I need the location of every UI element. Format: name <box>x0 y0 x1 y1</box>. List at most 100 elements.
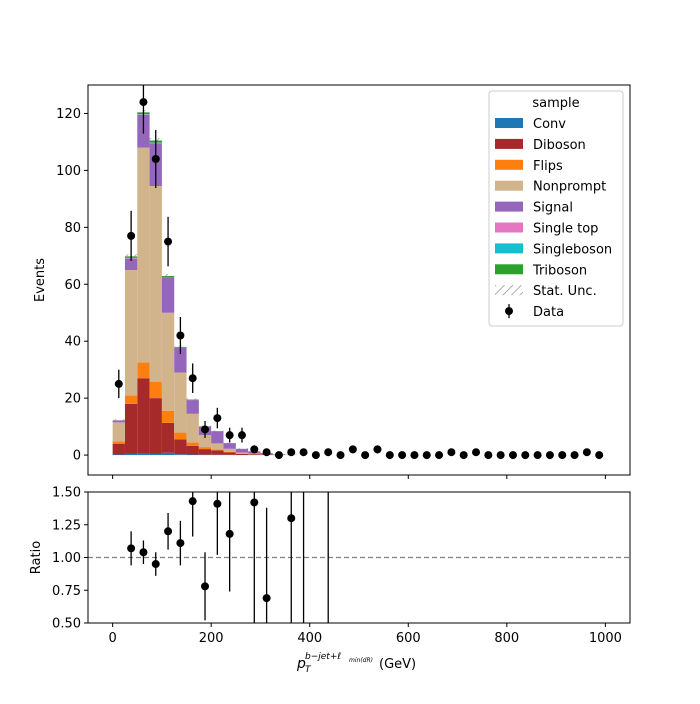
x-axis-label-superscript: b−jet+ℓ <box>305 652 341 662</box>
bar-signal <box>162 278 174 313</box>
bar-nonprompt <box>125 270 137 395</box>
ratio-point <box>287 514 295 522</box>
bar-conv <box>113 455 125 456</box>
data-point <box>127 232 135 240</box>
legend-swatch-single-top <box>495 223 523 233</box>
ratio-point <box>250 498 258 506</box>
bar-flips <box>174 433 186 440</box>
data-point <box>201 425 209 433</box>
data-point <box>447 448 455 456</box>
bar-flips <box>113 441 125 443</box>
ratio-y-tick-label: 1.50 <box>52 486 81 501</box>
bar-nonprompt <box>236 453 248 454</box>
legend-swatch-conv <box>495 118 523 128</box>
y-axis-label: Events <box>33 258 48 302</box>
legend-label: Nonprompt <box>533 180 606 195</box>
legend-swatch-flips <box>495 160 523 170</box>
y-tick-label: 60 <box>64 278 81 293</box>
data-point <box>263 448 271 456</box>
bar-conv <box>162 453 174 455</box>
data-point <box>250 445 258 453</box>
bar-nonprompt <box>137 148 149 363</box>
bar-signal <box>187 400 199 414</box>
data-point <box>373 445 381 453</box>
data-point <box>472 448 480 456</box>
bar-diboson <box>125 404 137 454</box>
ratio-x-tick-label: 800 <box>494 631 519 646</box>
y-tick-label: 0 <box>73 449 81 464</box>
legend-label: Singleboson <box>533 242 612 257</box>
legend-label: Diboson <box>533 138 586 153</box>
data-point <box>337 451 345 459</box>
legend-title: sample <box>532 96 579 111</box>
bar-flips <box>224 452 236 453</box>
bar-diboson <box>137 378 149 453</box>
legend-swatch-signal <box>495 202 523 212</box>
y-tick-label: 80 <box>64 221 81 236</box>
data-point <box>238 431 246 439</box>
legend-label: Stat. Unc. <box>533 284 597 299</box>
bar-flips <box>199 447 211 449</box>
data-point <box>300 448 308 456</box>
y-tick-label: 100 <box>56 164 81 179</box>
y-tick-label: 20 <box>64 392 81 407</box>
ratio-y-tick-label: 0.75 <box>52 584 81 599</box>
bar-diboson <box>199 449 211 455</box>
data-point <box>497 451 505 459</box>
bar-nonprompt <box>248 454 260 455</box>
data-point <box>176 332 184 340</box>
bar-diboson <box>113 444 125 455</box>
x-axis-label-subscript: T <box>305 665 312 675</box>
ratio-point <box>201 582 209 590</box>
bar-nonprompt <box>174 373 186 433</box>
bar-conv <box>150 454 162 455</box>
bar-flips <box>162 411 174 423</box>
bar-diboson <box>174 439 186 454</box>
data-point <box>349 445 357 453</box>
legend-swatch-singleboson <box>495 243 523 253</box>
data-point <box>324 448 332 456</box>
stat-unc-band <box>187 398 199 400</box>
stat-unc-band <box>224 443 236 444</box>
ratio-x-tick-label: 1000 <box>589 631 622 646</box>
bar-diboson <box>150 398 162 454</box>
ratio-y-tick-label: 0.50 <box>52 617 81 632</box>
data-point <box>509 451 517 459</box>
data-point <box>571 451 579 459</box>
data-point <box>484 451 492 459</box>
data-point <box>164 238 172 246</box>
ratio-point <box>213 500 221 508</box>
bar-nonprompt <box>150 186 162 382</box>
data-point <box>312 451 320 459</box>
y-tick-label: 40 <box>64 335 81 350</box>
data-point <box>139 98 147 106</box>
data-point <box>546 451 554 459</box>
x-axis-label-superscript-sub: min(dR) <box>349 657 373 664</box>
ratio-y-tick-label: 1.25 <box>52 518 81 533</box>
data-point <box>423 451 431 459</box>
data-point <box>275 451 283 459</box>
bar-signal <box>224 443 236 449</box>
bar-conv <box>125 454 137 455</box>
bar-flips <box>187 443 199 446</box>
legend-data-marker <box>505 307 513 315</box>
data-point <box>152 155 160 163</box>
bar-diboson <box>236 454 248 455</box>
bar-signal <box>211 431 223 443</box>
bar-nonprompt <box>113 422 125 441</box>
legend-swatch-nonprompt <box>495 181 523 191</box>
bar-nonprompt <box>211 443 223 449</box>
ratio-y-axis-label: Ratio <box>29 541 44 574</box>
data-point <box>460 451 468 459</box>
data-point <box>583 448 591 456</box>
bar-flips <box>150 382 162 399</box>
legend-label: Flips <box>533 159 563 174</box>
data-point <box>410 451 418 459</box>
legend-swatch-stat-unc <box>495 285 523 295</box>
ratio-point <box>226 530 234 538</box>
bar-diboson <box>248 454 260 455</box>
x-axis-label-units: (GeV) <box>379 657 416 672</box>
